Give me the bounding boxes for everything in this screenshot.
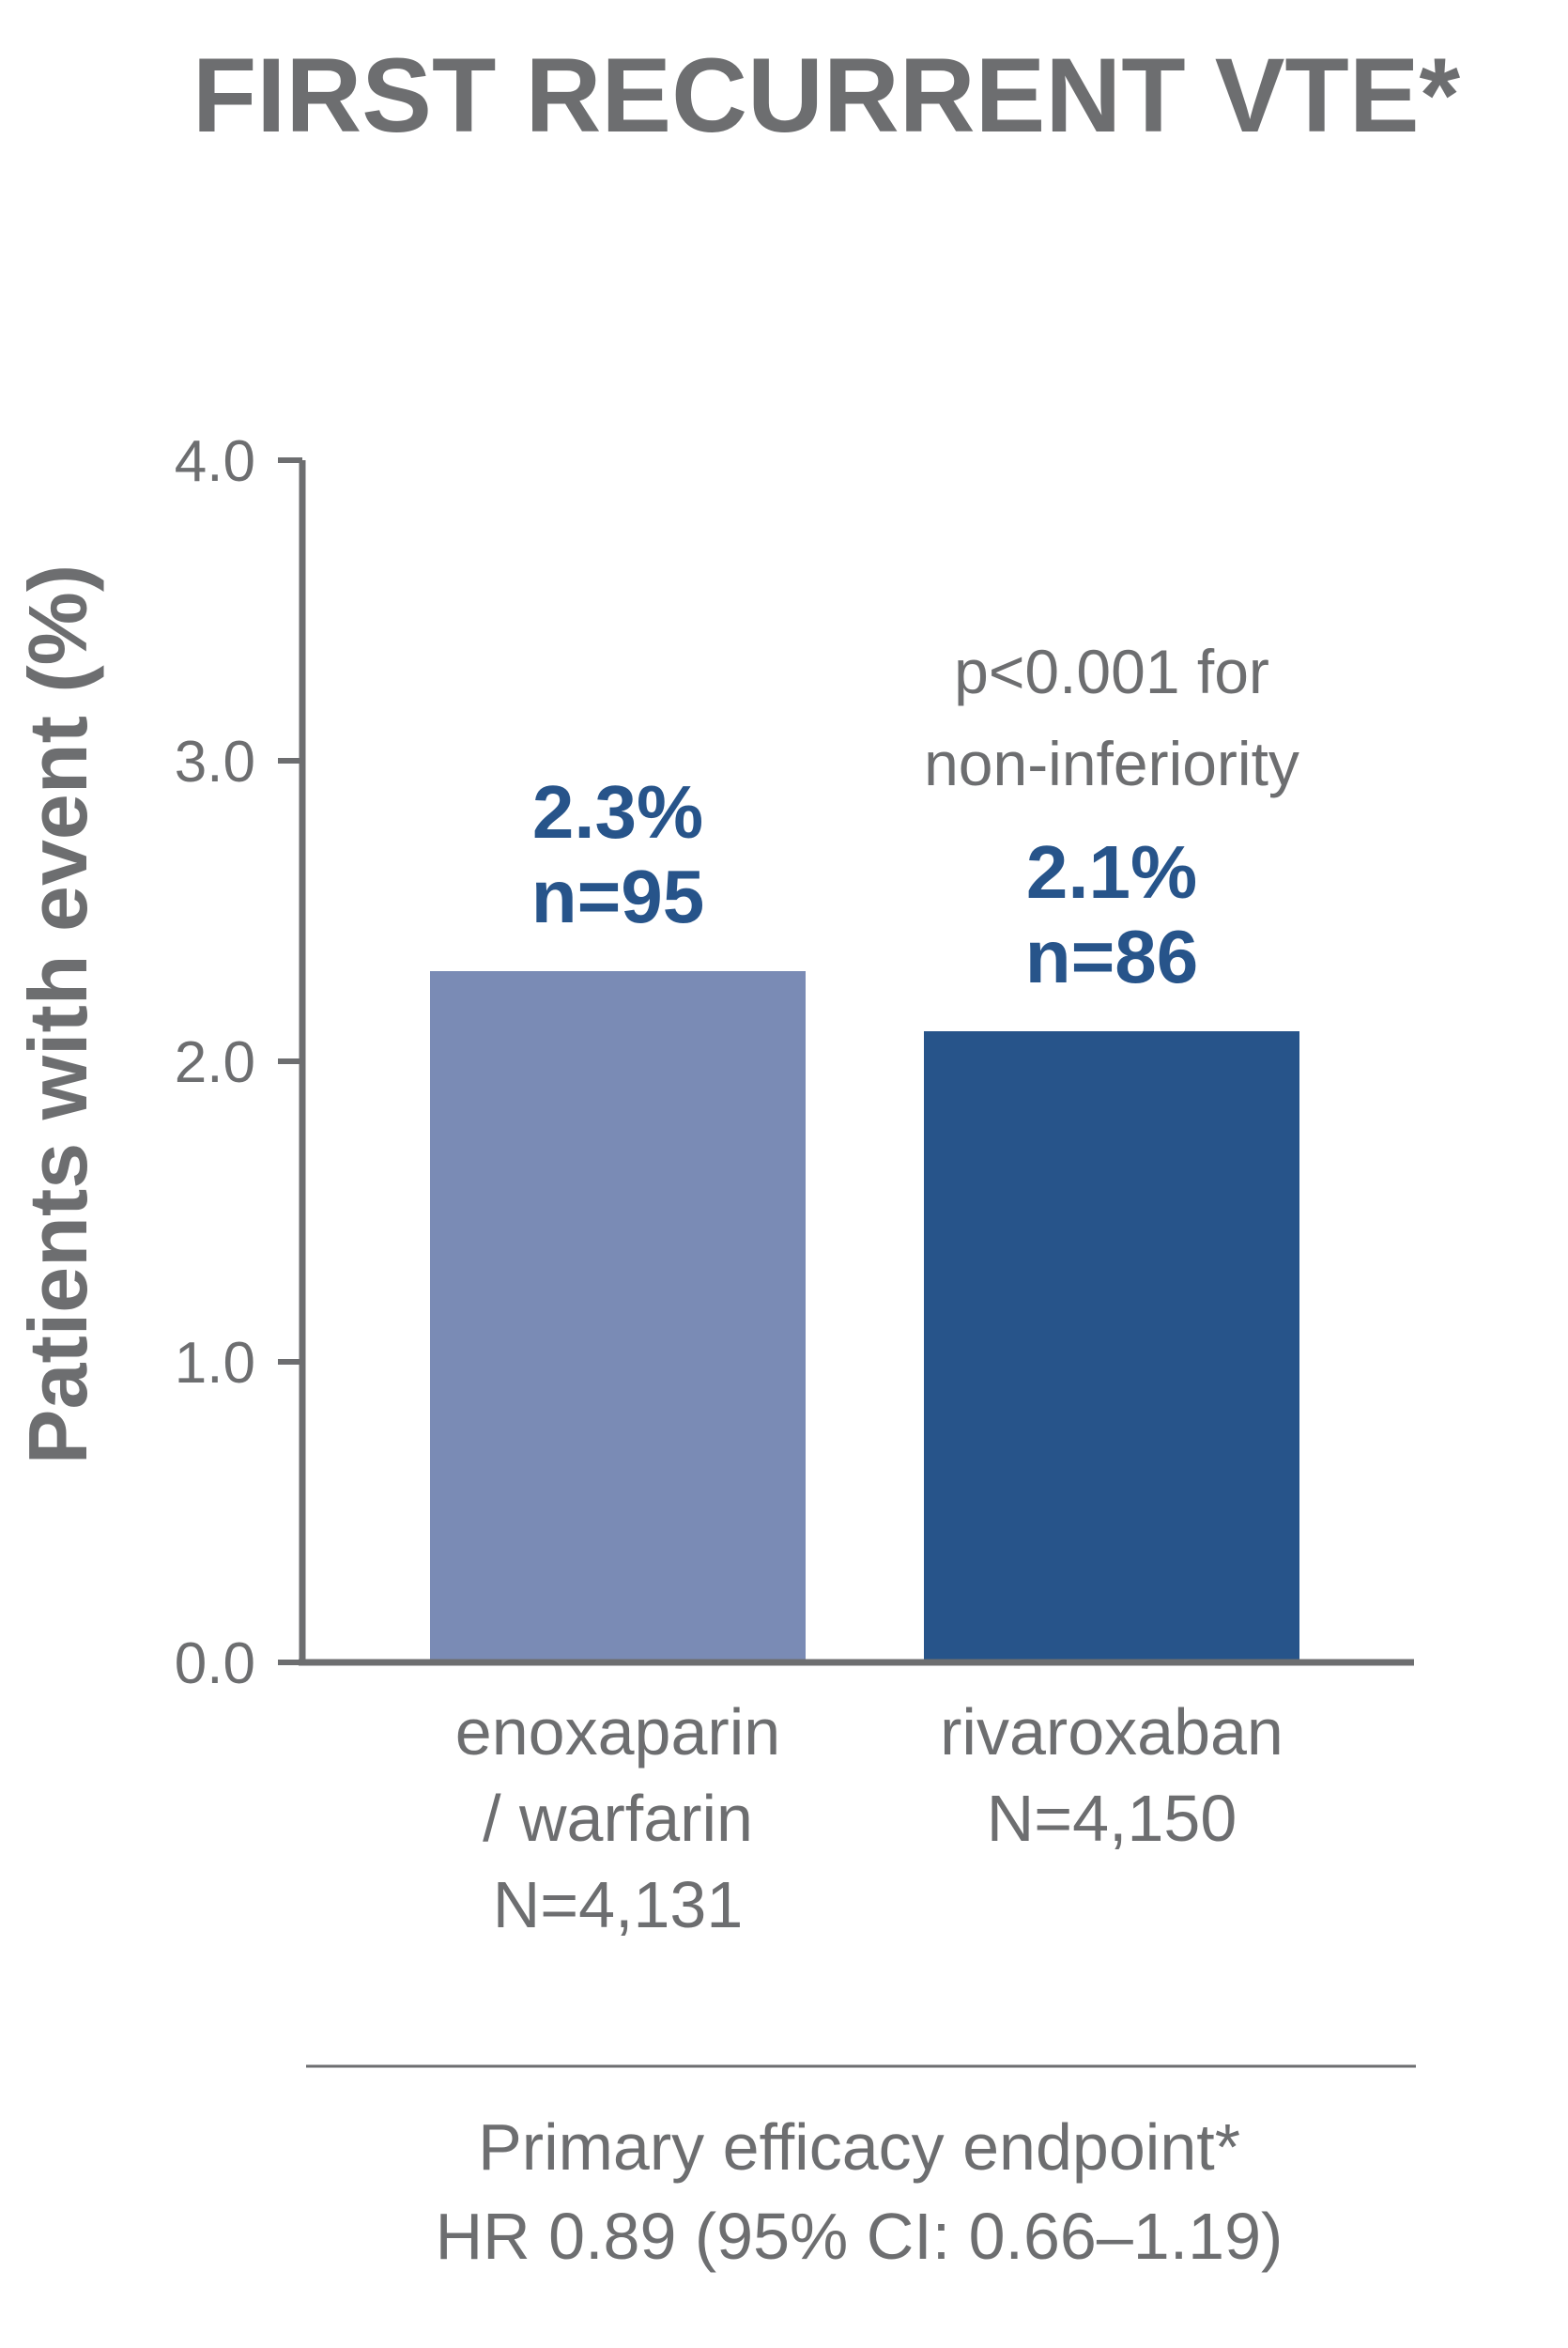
category-label: N=4,150	[987, 1782, 1237, 1855]
x-axis-categories: enoxaparin / warfarin N=4,131 rivaroxaban N=…	[455, 1695, 1284, 1941]
category-label: enoxaparin	[455, 1695, 780, 1769]
bars	[430, 971, 1299, 1662]
data-labels: 2.3%n=95 2.1%n=86	[531, 770, 1199, 998]
y-tick-label: 4.0	[175, 429, 255, 494]
footer-line-2: HR 0.89 (95% CI: 0.66–1.19)	[436, 2200, 1284, 2273]
y-tick-label: 1.0	[175, 1331, 255, 1396]
annotation-line-1: p<0.001 for	[954, 637, 1269, 706]
significance-annotation: p<0.001 for non-inferiority	[924, 637, 1299, 798]
y-axis-label: Patients with event (%)	[11, 564, 104, 1464]
bar	[924, 1031, 1299, 1662]
category-label: rivaroxaban	[940, 1695, 1284, 1769]
data-label: 2.1%	[1026, 830, 1197, 914]
footer-line-1: Primary efficacy endpoint*	[478, 2110, 1240, 2184]
data-label: 2.3%	[532, 770, 703, 854]
category-label: N=4,131	[493, 1868, 744, 1941]
data-label: n=95	[531, 855, 705, 938]
data-label: n=86	[1025, 915, 1199, 998]
y-axis-ticks: 0.0 1.0 2.0 3.0 4.0	[175, 429, 302, 1696]
y-tick-label: 2.0	[175, 1030, 255, 1095]
annotation-line-2: non-inferiority	[924, 729, 1299, 798]
bar	[430, 971, 806, 1662]
category-label: / warfarin	[483, 1782, 753, 1855]
y-tick-label: 0.0	[175, 1631, 255, 1696]
y-tick-label: 3.0	[175, 730, 255, 795]
chart-title: FIRST RECURRENT VTE*	[192, 37, 1461, 154]
